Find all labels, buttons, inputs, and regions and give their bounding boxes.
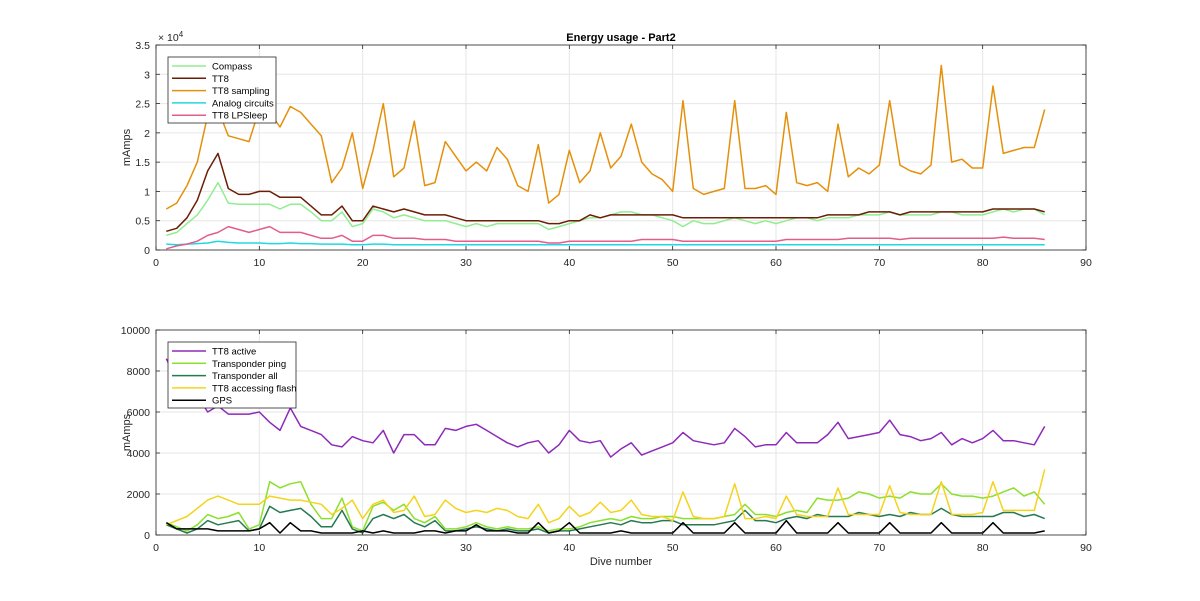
series-line-tt8-sampling bbox=[165, 64, 1046, 210]
exponent-label: × 104 bbox=[158, 30, 184, 44]
axes-frame-top bbox=[155, 44, 1087, 251]
y-tick-label: 2000 bbox=[127, 489, 151, 501]
x-tick-label: 20 bbox=[357, 542, 369, 554]
x-tick-label: 50 bbox=[667, 542, 679, 554]
x-tick-label: 0 bbox=[153, 542, 159, 554]
series-line-transponder-all bbox=[166, 505, 1045, 534]
x-tick-label: 10 bbox=[253, 257, 265, 269]
y-tick-label: 2 bbox=[144, 128, 150, 140]
ticks-top: 0 10 20 30 40 50 60 70 80 90 0 0.5 1 1.5 2 2.5 3 3.5 bbox=[135, 40, 1092, 269]
x-tick-label: 90 bbox=[1080, 257, 1092, 269]
x-tick-label: 0 bbox=[153, 257, 159, 269]
legend-label-compass: Compass bbox=[212, 62, 252, 73]
y-tick-label: 3 bbox=[144, 69, 150, 81]
y-tick-label: 10000 bbox=[121, 325, 150, 337]
legend-label-transponder-all: Transponder all bbox=[212, 371, 278, 382]
legend-label-gps: GPS bbox=[212, 396, 232, 407]
series-line-analog-circuits bbox=[166, 240, 1045, 246]
y-tick-label: 0 bbox=[144, 530, 150, 542]
x-tick-label: 10 bbox=[253, 542, 265, 554]
chart-title: Energy usage - Part2 bbox=[566, 32, 675, 44]
y-tick-label: 0 bbox=[144, 245, 150, 257]
x-tick-label: 30 bbox=[460, 257, 472, 269]
series-line-gps bbox=[165, 519, 1045, 534]
legend-label-tt8-lpsleep: TT8 LPSleep bbox=[212, 111, 267, 122]
legend-label-tt8-active: TT8 active bbox=[212, 347, 256, 358]
series-line-transponder-ping bbox=[166, 480, 1046, 532]
series-line-tt8-lpsleep bbox=[166, 225, 1045, 250]
energy-top-panel: 0 10 20 30 40 50 60 70 80 90 0 0.5 1 1.5 2 2.5 3 3.5 Ener… bbox=[121, 30, 1092, 269]
x-tick-label: 40 bbox=[563, 257, 575, 269]
y-tick-label: 6000 bbox=[127, 407, 151, 419]
x-tick-label: 50 bbox=[667, 257, 679, 269]
ticks-bottom: 0 10 20 30 40 50 60 70 80 90 0 2000 4000 6000 8000 1000… bbox=[121, 325, 1092, 554]
exponent-power: 4 bbox=[179, 30, 184, 39]
y-axis-label-bottom: mAmps bbox=[121, 413, 133, 451]
energy-bottom-panel: 0 10 20 30 40 50 60 70 80 90 0 2000 4000 6000 8000 1000… bbox=[121, 325, 1092, 568]
x-tick-label: 80 bbox=[977, 542, 989, 554]
x-tick-label: 40 bbox=[563, 542, 575, 554]
series-bottom bbox=[165, 358, 1046, 534]
series-line-tt8-accessing-flash bbox=[166, 469, 1046, 526]
legend-label-tt8-sampling: TT8 sampling bbox=[212, 86, 270, 97]
legend-label-transponder-ping: Transponder ping bbox=[212, 359, 286, 370]
legend-label-tt8: TT8 bbox=[212, 74, 229, 85]
legend-label-tt8-accessing-flash: TT8 accessing flash bbox=[212, 383, 296, 394]
x-tick-label: 70 bbox=[873, 542, 885, 554]
y-tick-label: 3.5 bbox=[135, 40, 150, 52]
y-tick-label: 0.5 bbox=[135, 216, 150, 228]
x-tick-label: 80 bbox=[977, 257, 989, 269]
x-axis-label: Dive number bbox=[590, 556, 653, 568]
x-tick-label: 70 bbox=[873, 257, 885, 269]
y-tick-label: 8000 bbox=[127, 366, 151, 378]
exponent-base: × 10 bbox=[158, 32, 179, 44]
y-axis-label-top: mAmps bbox=[121, 128, 133, 166]
x-tick-label: 20 bbox=[357, 257, 369, 269]
x-tick-label: 30 bbox=[460, 542, 472, 554]
series-line-tt8-active bbox=[165, 358, 1046, 458]
y-tick-label: 4000 bbox=[127, 448, 151, 460]
x-tick-label: 90 bbox=[1080, 542, 1092, 554]
y-tick-label: 2.5 bbox=[135, 99, 150, 111]
legend-label-analog-circuits: Analog circuits bbox=[212, 98, 274, 109]
y-tick-label: 1.5 bbox=[135, 157, 150, 169]
y-tick-label: 1 bbox=[144, 186, 150, 198]
x-tick-label: 60 bbox=[770, 257, 782, 269]
axes-frame-bottom bbox=[155, 329, 1087, 536]
series-top bbox=[165, 64, 1046, 250]
series-line-tt8 bbox=[166, 152, 1045, 233]
x-tick-label: 60 bbox=[770, 542, 782, 554]
